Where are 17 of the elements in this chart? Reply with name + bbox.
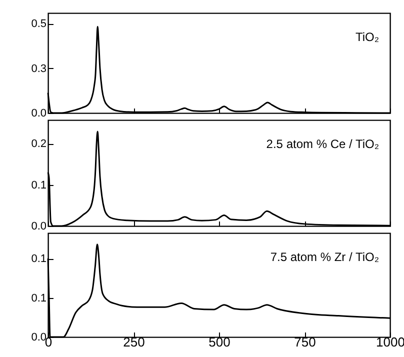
y-tick-label: 0.2 bbox=[31, 138, 46, 150]
x-tick-label: 0 bbox=[44, 334, 52, 350]
y-tick-label: 0.3 bbox=[31, 62, 46, 75]
y-tick-label: 0.1 bbox=[31, 253, 46, 266]
y-tick-label: 0.5 bbox=[31, 18, 46, 30]
y-tick-label: 0.1 bbox=[31, 179, 46, 192]
x-tick-label: 250 bbox=[123, 334, 145, 350]
y-tick-label: 0.1 bbox=[31, 292, 46, 304]
y-tick-label: 0.0 bbox=[31, 220, 46, 232]
x-tick-label: 1000 bbox=[376, 334, 404, 350]
y-tick-label: 0.0 bbox=[31, 108, 46, 120]
x-tick-label: 750 bbox=[294, 334, 316, 350]
x-tick-label: 500 bbox=[208, 334, 230, 350]
annotation: 2.5 atom % Ce / TiO₂ bbox=[266, 137, 380, 151]
annotation: TiO₂ bbox=[355, 30, 380, 44]
y-tick-label: 0.0 bbox=[31, 332, 46, 344]
annotation: 7.5 atom % Zr / TiO₂ bbox=[270, 250, 380, 264]
